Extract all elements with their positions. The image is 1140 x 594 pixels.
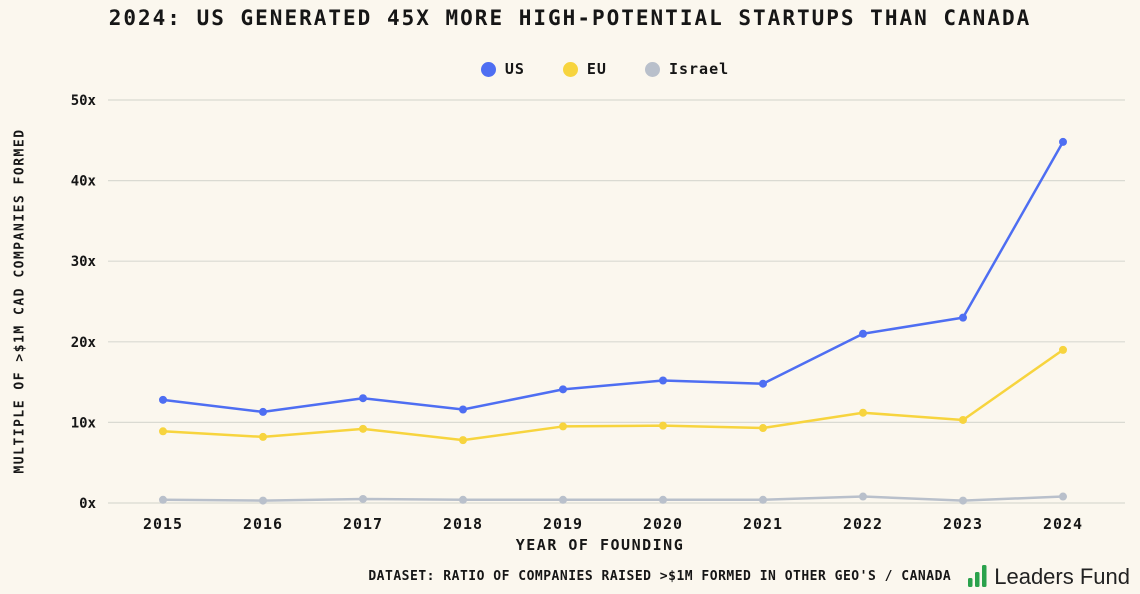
data-point-israel: [259, 496, 267, 505]
data-point-israel: [159, 495, 167, 504]
data-point-eu: [159, 427, 167, 436]
y-tick-label: 30x: [71, 254, 97, 270]
x-tick-label: 2021: [743, 515, 783, 533]
data-point-us: [559, 385, 567, 394]
data-point-us: [759, 379, 767, 388]
data-point-us: [1059, 137, 1067, 146]
footer: DATASET: RATIO OF COMPANIES RAISED >$1M …: [368, 562, 1130, 590]
legend-item-israel: Israel: [644, 60, 730, 78]
data-point-israel: [859, 492, 867, 501]
legend-label: Israel: [668, 60, 730, 78]
x-tick-label: 2020: [643, 515, 683, 533]
dataset-caption: DATASET: RATIO OF COMPANIES RAISED >$1M …: [368, 568, 952, 584]
y-tick-label: 50x: [71, 93, 97, 109]
data-point-us: [359, 394, 367, 403]
y-tick-label: 40x: [71, 174, 97, 190]
x-tick-label: 2017: [343, 515, 383, 533]
data-point-eu: [259, 432, 267, 441]
x-tick-label: 2022: [843, 515, 883, 533]
logo-text: Leaders Fund: [994, 564, 1130, 589]
data-point-us: [659, 376, 667, 385]
bar-chart-icon: [968, 565, 987, 587]
data-point-eu: [1059, 345, 1067, 354]
data-point-israel: [359, 494, 367, 503]
data-point-israel: [1059, 492, 1067, 501]
leaders-fund-logo: Leaders Fund: [967, 564, 1130, 588]
data-point-us: [859, 329, 867, 338]
x-tick-label: 2015: [143, 515, 183, 533]
data-point-eu: [859, 408, 867, 417]
legend-item-eu: EU: [562, 60, 607, 78]
data-point-us: [159, 395, 167, 404]
chart-title: 2024: US GENERATED 45X MORE HIGH-POTENTI…: [108, 6, 1032, 30]
x-tick-label: 2016: [243, 515, 283, 533]
legend-item-us: US: [480, 60, 525, 78]
data-point-israel: [559, 495, 567, 504]
y-axis-label: MULTIPLE OF >$1M CAD COMPANIES FORMED: [12, 128, 28, 474]
y-tick-label: 20x: [71, 335, 97, 351]
legend: US EU Israel: [30, 60, 1130, 78]
legend-dot: [480, 61, 496, 77]
x-tick-label: 2024: [1043, 515, 1083, 533]
data-point-eu: [959, 415, 967, 424]
data-point-israel: [759, 495, 767, 504]
data-point-israel: [459, 495, 467, 504]
data-point-israel: [959, 496, 967, 505]
legend-label: US: [504, 60, 525, 78]
legend-dot: [562, 61, 578, 77]
x-tick-label: 2019: [543, 515, 583, 533]
data-point-eu: [559, 422, 567, 431]
series-line-israel: [161, 495, 1065, 502]
data-point-us: [959, 313, 967, 322]
data-point-eu: [659, 421, 667, 430]
series-line-eu: [161, 348, 1065, 442]
data-point-us: [259, 407, 267, 416]
data-point-eu: [759, 424, 767, 433]
y-tick-label: 0x: [79, 496, 96, 512]
y-tick-label: 10x: [71, 415, 97, 431]
legend-dot: [644, 61, 660, 77]
x-tick-label: 2023: [943, 515, 983, 533]
data-point-israel: [659, 495, 667, 504]
x-tick-label: 2018: [443, 515, 483, 533]
x-axis-label: YEAR OF FOUNDING: [515, 536, 685, 554]
legend-label: EU: [586, 60, 607, 78]
line-chart: 0x 10x 20x 30x 40x 50x 2015 2016 2017 2018 2019 202…: [71, 93, 1125, 533]
series-line-us: [161, 140, 1065, 414]
data-point-eu: [459, 436, 467, 445]
data-point-us: [459, 405, 467, 414]
data-point-eu: [359, 424, 367, 433]
